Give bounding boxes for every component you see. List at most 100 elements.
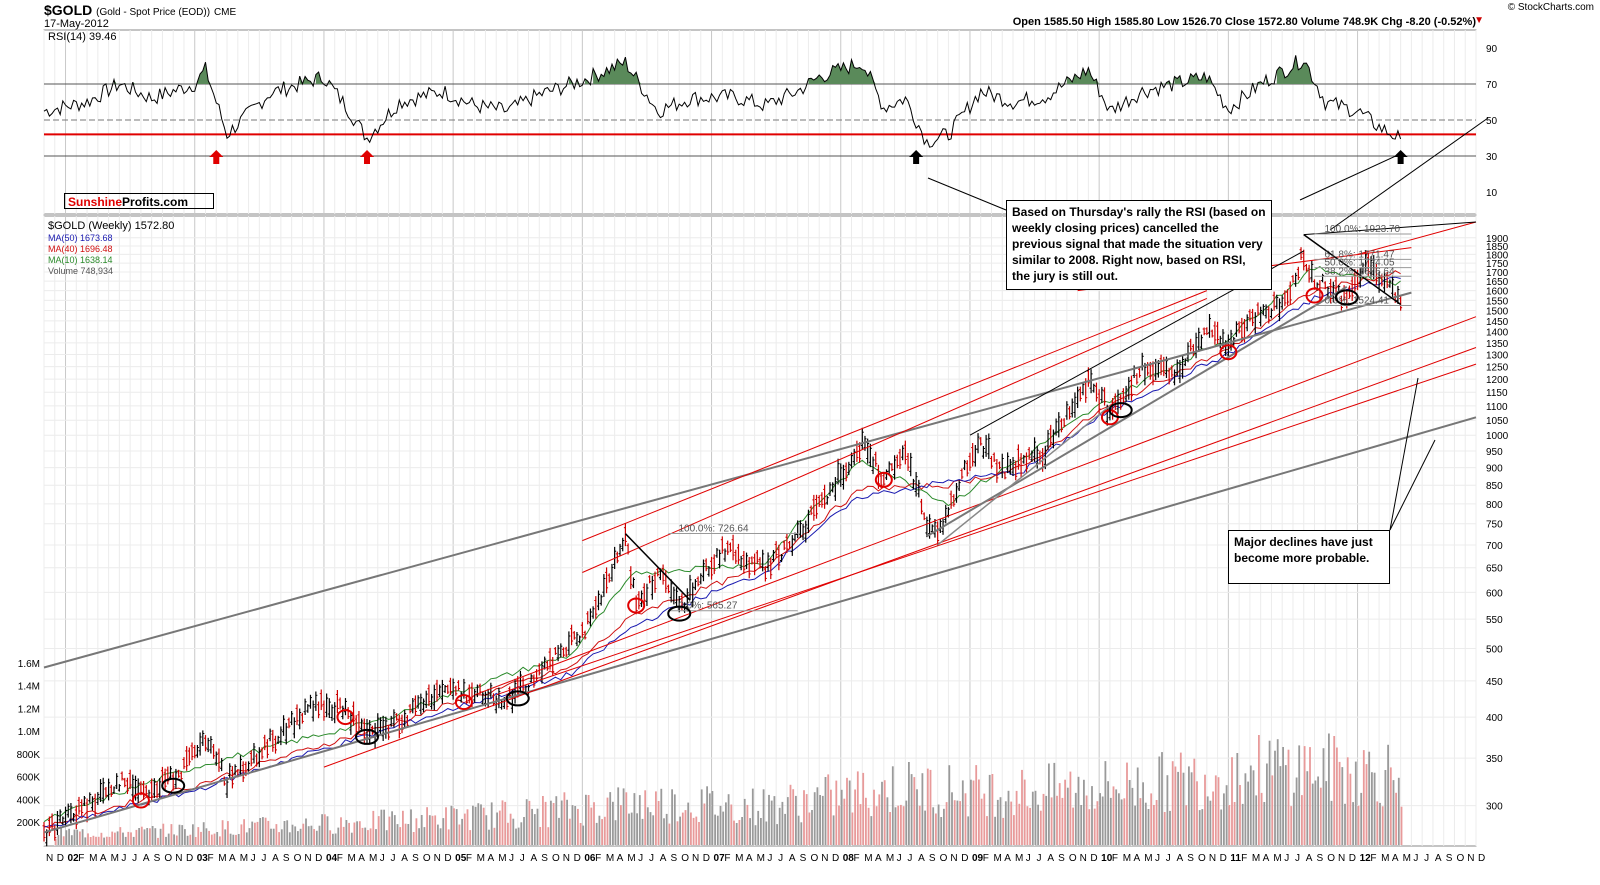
x-tick-label: 11 [1230,853,1241,864]
volume-bar [79,831,81,845]
x-tick-label: D [703,853,710,864]
volume-bar [167,833,170,845]
fib-level-label: 61.8%: 1771.47 [1324,249,1394,260]
x-tick-label: J [132,853,137,864]
x-tick-label: A [100,853,107,864]
volume-bar [272,828,275,845]
volume-bar [237,834,240,845]
volume-bar [485,815,488,845]
volume-bar [641,818,644,845]
volume-bar [92,835,95,845]
volume-bar [1303,746,1306,845]
volume-bar [240,824,243,845]
volume-bar [781,801,784,845]
volume-bar [1247,781,1249,845]
volume-bar [216,832,219,845]
volume-bar [232,834,235,845]
volume-bar [768,794,770,845]
volume-bar [1096,801,1099,845]
symbol: $GOLD [44,2,93,18]
volume-bar [1128,780,1131,845]
volume-bar [832,815,835,845]
volume-bar [749,818,751,845]
volume-bar [1039,810,1042,845]
volume-bar [70,835,73,845]
x-tick-label: A [1392,853,1399,864]
x-tick-label: M [1273,853,1281,864]
volume-bar [614,820,617,845]
volume-bar [1295,777,1298,845]
x-tick-label: O [1327,853,1335,864]
rsi-line [43,55,1402,148]
volume-bar [439,828,442,845]
volume-bar [571,805,574,845]
price-tick-label: 400 [1486,713,1503,724]
volume-bar [542,796,544,845]
volume-bar [1177,771,1179,845]
volume-bar [1088,809,1091,845]
volume-tick-label: 200K [17,818,41,829]
volume-bar [482,807,485,845]
volume-bar [1330,800,1333,845]
volume-bar [1072,807,1074,845]
x-tick-label: A [1004,853,1011,864]
watermark-part1: Sunshine [68,195,123,209]
volume-bar [585,794,587,845]
volume-bar [294,826,297,845]
volume-bar [146,828,149,845]
x-tick-label: O [1069,853,1077,864]
volume-bar [649,812,652,845]
volume-bar [1225,785,1228,845]
x-tick-label: N [563,853,570,864]
price-tick-label: 1600 [1486,287,1509,298]
volume-bar [305,818,307,845]
x-tick-label: 04 [326,853,338,864]
volume-bar [288,832,291,845]
volume-bar [1301,795,1303,845]
volume-bar [192,824,194,845]
x-tick-label: M [886,853,894,864]
volume-bar [579,823,582,845]
x-tick-label: S [541,853,548,864]
volume-bar [1166,775,1169,845]
support-line [474,316,1477,696]
volume-bar [859,804,862,845]
volume-bar [353,822,356,845]
volume-bar [978,779,980,845]
volume-bar [1282,747,1284,845]
volume-bar [1161,752,1163,845]
volume-bar [297,831,299,845]
volume-bar [883,780,886,845]
volume-bar [509,813,512,845]
volume-bar [323,814,326,845]
volume-bar [1182,772,1185,845]
volume-bar [488,829,490,845]
x-tick-label: N [175,853,182,864]
x-tick-label: F [208,853,214,864]
price-tick-label: 1500 [1486,306,1509,317]
volume-bar [496,812,498,845]
volume-bar [1263,802,1266,845]
x-tick-label: J [1424,853,1429,864]
volume-bar [159,828,162,845]
volume-bar [194,837,197,845]
volume-bar [1085,795,1088,845]
volume-bar [1260,792,1263,845]
volume-bar [1109,797,1112,845]
volume-bar [1298,745,1301,845]
volume-bar [803,790,805,845]
volume-bar [224,829,227,845]
volume-bar [590,807,593,845]
volume-bar [655,791,657,845]
volume-bar [515,828,517,845]
x-tick-label: F [854,853,860,864]
volume-bar [259,818,262,845]
volume-bar [367,830,369,845]
x-tick-label: J [251,853,256,864]
volume-bar [684,810,687,845]
volume-bar [1349,773,1352,845]
volume-bar [921,773,924,845]
volume-bar [1091,786,1093,845]
price-tick-label: 650 [1486,564,1503,575]
volume-bar [89,837,92,845]
